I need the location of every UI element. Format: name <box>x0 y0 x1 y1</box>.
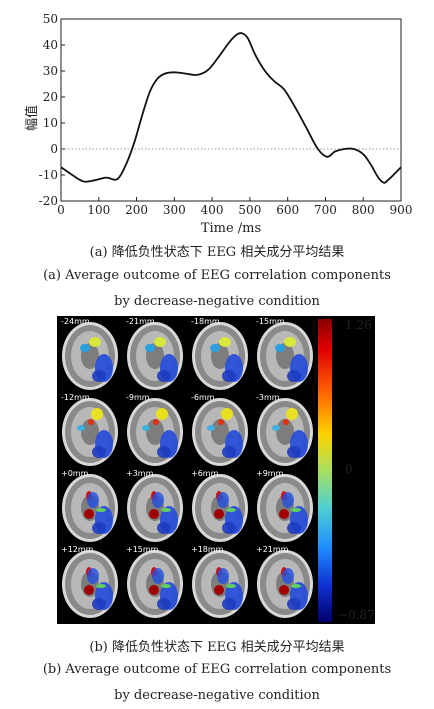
slice-depth-label: +12mm <box>61 545 94 554</box>
caption-b-en-2: by decrease-negative condition <box>114 688 320 703</box>
brain-slice: +15mm <box>124 545 186 620</box>
slice-depth-label: -21mm <box>126 317 155 326</box>
brain-slice: +3mm <box>124 469 186 544</box>
brain-slice: -6mm <box>189 393 251 468</box>
brain-slice-image <box>192 322 248 390</box>
brain-slice-image <box>257 398 313 466</box>
y-axis: -20 -10 0 10 20 30 40 50 <box>39 12 65 208</box>
slice-depth-label: -24mm <box>61 317 90 326</box>
caption-b-en-1: (b) Average outcome of EEG correlation c… <box>42 662 392 677</box>
slice-depth-label: -6mm <box>191 393 215 402</box>
x-tick-label: 900 <box>390 203 413 217</box>
brain-slice-image <box>62 474 118 542</box>
caption-a-en-2: by decrease-negative condition <box>114 294 320 309</box>
y-tick-label: -20 <box>39 194 58 208</box>
brain-slice: -15mm <box>254 317 316 392</box>
slice-depth-label: -15mm <box>256 317 285 326</box>
brain-slice-image <box>62 398 118 466</box>
brain-slice-image <box>62 322 118 390</box>
y-tick-label: 30 <box>43 64 58 78</box>
colorbar <box>318 319 332 622</box>
x-tick-label: 200 <box>125 203 148 217</box>
erp-line-chart: -20 -10 0 10 20 30 40 50 0 100 200 300 400 500 600 700… <box>24 12 412 236</box>
brain-slice: -9mm <box>124 393 186 468</box>
plot-frame <box>60 18 402 202</box>
brain-slice: -21mm <box>124 317 186 392</box>
brain-slice: -24mm <box>59 317 121 392</box>
x-tick-label: 400 <box>201 203 224 217</box>
brain-slice-image <box>257 550 313 618</box>
slice-depth-label: -9mm <box>126 393 150 402</box>
brain-slice-image <box>257 474 313 542</box>
y-axis-label: 幅值 <box>24 105 40 131</box>
brain-slice: +6mm <box>189 469 251 544</box>
brain-slice-image <box>257 322 313 390</box>
y-tick-label: 40 <box>43 38 58 52</box>
y-tick-label: 0 <box>50 142 58 156</box>
brain-slice: +0mm <box>59 469 121 544</box>
colorbar-max-label: 1.26 <box>345 318 372 332</box>
brain-slice: -18mm <box>189 317 251 392</box>
x-tick-label: 600 <box>276 203 299 217</box>
slice-depth-label: +9mm <box>256 469 284 478</box>
x-tick-label: 500 <box>238 203 261 217</box>
brain-slice-image <box>62 550 118 618</box>
x-axis-label: Time /ms <box>201 221 261 236</box>
caption-a-en-1: (a) Average outcome of EEG correlation c… <box>43 268 391 283</box>
colorbar-min-label: −0.87 <box>338 608 375 622</box>
brain-slice-image <box>127 322 183 390</box>
x-tick-label: 700 <box>314 203 337 217</box>
brain-slice: +9mm <box>254 469 316 544</box>
brain-slice: +12mm <box>59 545 121 620</box>
brain-slice-image <box>127 398 183 466</box>
brain-slice: +18mm <box>189 545 251 620</box>
slice-depth-label: +15mm <box>126 545 159 554</box>
brain-slice-image <box>127 550 183 618</box>
series-line <box>60 32 402 184</box>
x-tick-label: 100 <box>87 203 110 217</box>
x-tick-label: 300 <box>163 203 186 217</box>
brain-slice: +21mm <box>254 545 316 620</box>
slice-depth-label: +0mm <box>61 469 89 478</box>
x-tick-label: 800 <box>352 203 375 217</box>
brain-slice-image <box>192 474 248 542</box>
y-tick-label: 20 <box>43 90 58 104</box>
slice-depth-label: -12mm <box>61 393 90 402</box>
slice-depth-label: +21mm <box>256 545 289 554</box>
colorbar-mid-label: 0 <box>345 462 353 476</box>
x-tick-label: 0 <box>57 203 65 217</box>
slice-depth-label: +3mm <box>126 469 154 478</box>
x-axis: 0 100 200 300 400 500 600 700 800 900 <box>57 197 412 217</box>
y-tick-label: 50 <box>43 12 58 26</box>
brain-slice-image <box>127 474 183 542</box>
brain-slice-panel: -24mm -21mm -18mm -15mm -12mm -9mm -6mm -3mm +0m… <box>57 316 375 624</box>
slice-depth-label: +18mm <box>191 545 224 554</box>
brain-slice-image <box>192 550 248 618</box>
y-tick-label: 10 <box>43 116 58 130</box>
slice-depth-label: -18mm <box>191 317 220 326</box>
slice-depth-label: +6mm <box>191 469 219 478</box>
caption-a-zh: (a) 降低负性状态下 EEG 相关成分平均结果 <box>89 245 345 260</box>
brain-slice: -12mm <box>59 393 121 468</box>
slice-depth-label: -3mm <box>256 393 280 402</box>
brain-slice-image <box>192 398 248 466</box>
caption-b-zh: (b) 降低负性状态下 EEG 相关成分平均结果 <box>89 640 345 655</box>
y-tick-label: -10 <box>39 168 58 182</box>
brain-slice: -3mm <box>254 393 316 468</box>
